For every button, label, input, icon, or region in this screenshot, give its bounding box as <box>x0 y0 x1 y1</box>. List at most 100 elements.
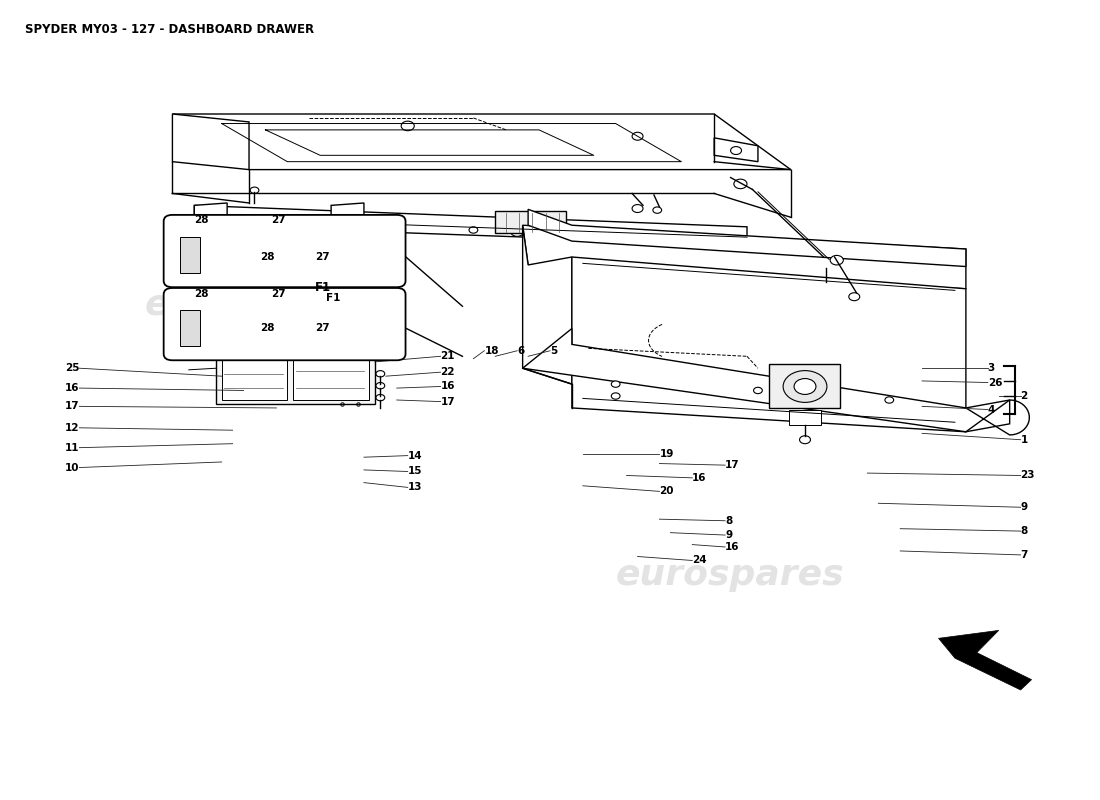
Polygon shape <box>195 257 326 277</box>
Circle shape <box>601 233 609 239</box>
Text: 20: 20 <box>659 486 674 496</box>
Text: eurospares: eurospares <box>616 558 845 592</box>
Text: 2: 2 <box>1021 391 1027 401</box>
Circle shape <box>820 282 833 291</box>
Text: 4: 4 <box>988 405 996 414</box>
Circle shape <box>205 229 218 238</box>
Bar <box>769 364 840 408</box>
FancyBboxPatch shape <box>164 288 406 360</box>
Bar <box>217 313 375 404</box>
Circle shape <box>612 381 620 387</box>
Text: 27: 27 <box>271 289 286 298</box>
Circle shape <box>343 250 352 257</box>
Circle shape <box>250 187 258 194</box>
Text: 13: 13 <box>408 482 422 492</box>
Circle shape <box>235 259 251 270</box>
Circle shape <box>794 378 816 394</box>
Text: 18: 18 <box>484 346 498 356</box>
Circle shape <box>653 207 661 214</box>
Text: 1: 1 <box>1021 434 1027 445</box>
Circle shape <box>818 257 834 268</box>
Text: 24: 24 <box>692 555 707 566</box>
Circle shape <box>632 205 644 213</box>
Polygon shape <box>195 203 227 258</box>
Circle shape <box>612 393 620 399</box>
Text: 26: 26 <box>988 378 1002 387</box>
Polygon shape <box>522 329 1010 432</box>
Circle shape <box>754 387 762 394</box>
Polygon shape <box>173 114 791 170</box>
Polygon shape <box>331 203 364 253</box>
Polygon shape <box>572 257 966 432</box>
Text: 27: 27 <box>315 252 329 262</box>
Circle shape <box>342 229 353 237</box>
Text: 9: 9 <box>725 530 733 540</box>
Text: 28: 28 <box>195 289 209 298</box>
Text: 21: 21 <box>441 351 455 362</box>
Circle shape <box>783 370 827 402</box>
Text: 17: 17 <box>65 402 79 411</box>
Circle shape <box>849 293 860 301</box>
Text: 25: 25 <box>65 363 79 374</box>
Text: 11: 11 <box>65 442 79 453</box>
Bar <box>206 230 238 250</box>
Text: 6: 6 <box>517 346 525 356</box>
Circle shape <box>730 146 741 154</box>
Circle shape <box>800 436 811 444</box>
Text: eurospares: eurospares <box>145 288 374 322</box>
Text: 28: 28 <box>195 215 209 226</box>
Text: 27: 27 <box>315 323 329 334</box>
Polygon shape <box>195 206 747 245</box>
Bar <box>495 211 566 233</box>
Text: 19: 19 <box>659 449 674 459</box>
Text: SPYDER MY03 - 127 - DASHBOARD DRAWER: SPYDER MY03 - 127 - DASHBOARD DRAWER <box>24 22 313 36</box>
Bar <box>789 410 822 426</box>
Polygon shape <box>522 226 966 289</box>
Text: F1: F1 <box>315 281 331 294</box>
Circle shape <box>698 238 707 244</box>
Circle shape <box>632 132 644 140</box>
Bar <box>293 317 370 400</box>
Circle shape <box>343 272 352 278</box>
Circle shape <box>734 179 747 189</box>
Circle shape <box>338 221 346 227</box>
Text: 17: 17 <box>725 460 739 470</box>
Text: 12: 12 <box>65 423 79 433</box>
Text: 17: 17 <box>441 397 455 406</box>
Text: 23: 23 <box>1021 470 1035 481</box>
Circle shape <box>830 255 844 265</box>
Text: 3: 3 <box>988 363 996 374</box>
Text: 16: 16 <box>725 542 739 552</box>
Polygon shape <box>938 630 1032 690</box>
Circle shape <box>376 382 385 389</box>
Bar <box>180 237 200 273</box>
Text: 9: 9 <box>1021 502 1027 512</box>
Circle shape <box>469 227 477 233</box>
Text: 22: 22 <box>441 367 455 377</box>
Text: 5: 5 <box>550 346 558 356</box>
Text: 27: 27 <box>271 215 286 226</box>
FancyBboxPatch shape <box>164 215 406 287</box>
Text: 8: 8 <box>1021 526 1027 536</box>
Text: 16: 16 <box>65 383 79 393</box>
Circle shape <box>244 216 253 222</box>
Polygon shape <box>522 226 572 384</box>
Text: 10: 10 <box>65 462 79 473</box>
Text: 7: 7 <box>1021 550 1028 560</box>
Text: 14: 14 <box>408 450 422 461</box>
Circle shape <box>376 394 385 401</box>
Bar <box>222 317 287 400</box>
Text: 28: 28 <box>260 252 275 262</box>
Circle shape <box>402 121 415 130</box>
Bar <box>180 310 200 346</box>
Circle shape <box>510 227 524 236</box>
Text: 8: 8 <box>725 516 733 526</box>
Circle shape <box>884 397 893 403</box>
Polygon shape <box>714 138 758 162</box>
Circle shape <box>376 370 385 377</box>
Circle shape <box>290 259 306 270</box>
Text: F1: F1 <box>326 294 340 303</box>
Text: 16: 16 <box>441 382 455 391</box>
Text: 15: 15 <box>408 466 422 477</box>
Text: 16: 16 <box>692 473 707 483</box>
